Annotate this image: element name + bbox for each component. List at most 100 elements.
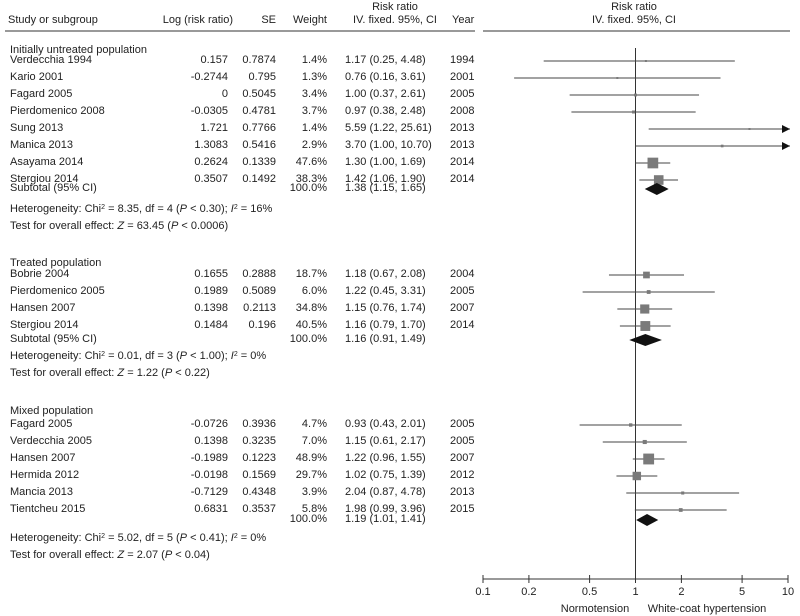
study-year: 2007 [450,452,475,464]
group-title: Mixed population [10,405,94,417]
study-se: 0.1569 [242,469,276,481]
study-se: 0.7766 [242,122,276,134]
subtotal-weight: 100.0% [289,333,327,345]
study-log-rr: -0.1989 [190,452,228,464]
study-ci: 1.02 (0.75, 1.39) [345,469,426,481]
study-name: Hermida 2012 [10,469,80,481]
study-ci: 1.15 (0.61, 2.17) [345,435,426,447]
study-ci: 0.93 (0.43, 2.01) [345,418,426,430]
study-se: 0.1492 [242,173,276,185]
study-se: 0.2113 [243,302,276,314]
study-weight: 5.8% [301,503,327,515]
study-name: Verdecchia 1994 [10,54,92,66]
study-weight: 7.0% [301,435,327,447]
study-ci: 1.18 (0.67, 2.08) [345,268,426,280]
study-ci: 0.97 (0.38, 2.48) [345,105,426,117]
study-weight: 38.3% [295,173,327,185]
header-weight: Weight [292,14,327,26]
study-name: Pierdomenico 2005 [10,285,105,297]
study-log-rr: -0.0305 [190,105,228,117]
study-name: Hansen 2007 [10,302,76,314]
point-estimate [653,175,664,185]
study-year: 2014 [450,156,475,168]
study-weight: 1.4% [301,122,327,134]
study-se: 0.4781 [242,105,276,117]
study-log-rr: 0.3507 [194,173,228,185]
study-name: Verdecchia 2005 [10,435,92,447]
x-axis-tick-label: 5 [739,586,746,598]
subtotal-ci: 1.19 (1.01, 1.41) [345,513,426,525]
subtotal-diamond [644,183,669,195]
x-axis-tick-label: 2 [678,586,685,598]
study-year: 2005 [450,88,475,100]
point-estimate [720,144,724,148]
header-risk-ratio: Risk ratio [372,1,418,13]
study-log-rr: 0.1484 [194,319,228,331]
study-se: 0.196 [248,319,276,331]
study-ci: 1.00 (0.37, 2.61) [345,88,426,100]
study-weight: 4.7% [301,418,327,430]
study-name: Fagard 2005 [10,418,73,430]
study-ci: 2.04 (0.87, 4.78) [345,486,426,498]
study-log-rr: 0.2624 [194,156,228,168]
plot-header-risk-ratio: Risk ratio [611,1,657,13]
study-log-rr: -0.2744 [190,71,228,83]
study-se: 0.5089 [242,285,276,297]
study-name: Fagard 2005 [10,88,73,100]
study-ci: 1.22 (0.45, 3.31) [345,285,426,297]
study-se: 0.5416 [242,139,276,151]
study-ci: 1.17 (0.25, 4.48) [345,54,426,66]
point-estimate [681,491,685,495]
study-se: 0.4348 [242,486,276,498]
study-name: Bobrie 2004 [10,268,70,280]
study-year: 2014 [450,173,475,185]
subtotal-ci: 1.38 (1.15, 1.65) [345,182,426,194]
study-log-rr: 0.157 [200,54,228,66]
ci-overflow-arrow [782,142,790,150]
study-se: 0.2888 [242,268,276,280]
study-log-rr: 0 [221,88,228,100]
heterogeneity-text: Heterogeneity: Chi2 = 5.02, df = 5 (P < … [10,532,267,544]
study-log-rr: 0.1398 [194,435,228,447]
point-estimate [629,423,633,427]
study-se: 0.795 [248,71,276,83]
group-title: Treated population [10,257,102,269]
overall-effect-text: Test for overall effect: Z = 2.07 (P < 0… [10,549,210,561]
study-ci: 1.16 (0.79, 1.70) [345,319,426,331]
study-se: 0.1339 [242,156,276,168]
study-log-rr: 0.1989 [194,285,228,297]
subtotal-label: Subtotal (95% CI) [10,333,97,345]
point-estimate [642,439,647,445]
heterogeneity-text: Heterogeneity: Chi2 = 0.01, df = 3 (P < … [10,350,267,362]
group-title: Initially untreated population [10,44,147,56]
study-se: 0.3936 [242,418,276,430]
study-year: 2004 [450,268,475,280]
study-ci: 1.42 (1.06, 1.90) [345,173,426,185]
point-estimate [616,77,619,79]
overall-effect-text: Test for overall effect: Z = 63.45 (P < … [10,220,229,232]
point-estimate [678,508,683,512]
study-year: 1994 [450,54,475,66]
subtotal-weight: 100.0% [289,513,327,525]
study-name: Mancia 2013 [10,486,73,498]
point-estimate [644,60,647,62]
point-estimate [748,128,751,130]
x-axis-tick-label: 0.1 [475,586,491,598]
study-se: 0.7874 [242,54,276,66]
header-se: SE [261,14,276,26]
study-weight: 18.7% [295,268,327,280]
study-year: 2005 [450,435,475,447]
point-estimate [640,321,651,331]
ci-overflow-arrow [782,125,790,133]
study-year: 2007 [450,302,475,314]
study-year: 2014 [450,319,475,331]
study-ci: 3.70 (1.00, 10.70) [345,139,432,151]
study-name: Hansen 2007 [10,452,76,464]
study-year: 2013 [450,139,475,151]
study-ci: 1.22 (0.96, 1.55) [345,452,426,464]
study-name: Stergiou 2014 [10,173,79,185]
heterogeneity-text: Heterogeneity: Chi2 = 8.35, df = 4 (P < … [10,203,273,215]
study-name: Tientcheu 2015 [10,503,86,515]
point-estimate [631,110,635,114]
subtotal-diamond [636,514,659,526]
